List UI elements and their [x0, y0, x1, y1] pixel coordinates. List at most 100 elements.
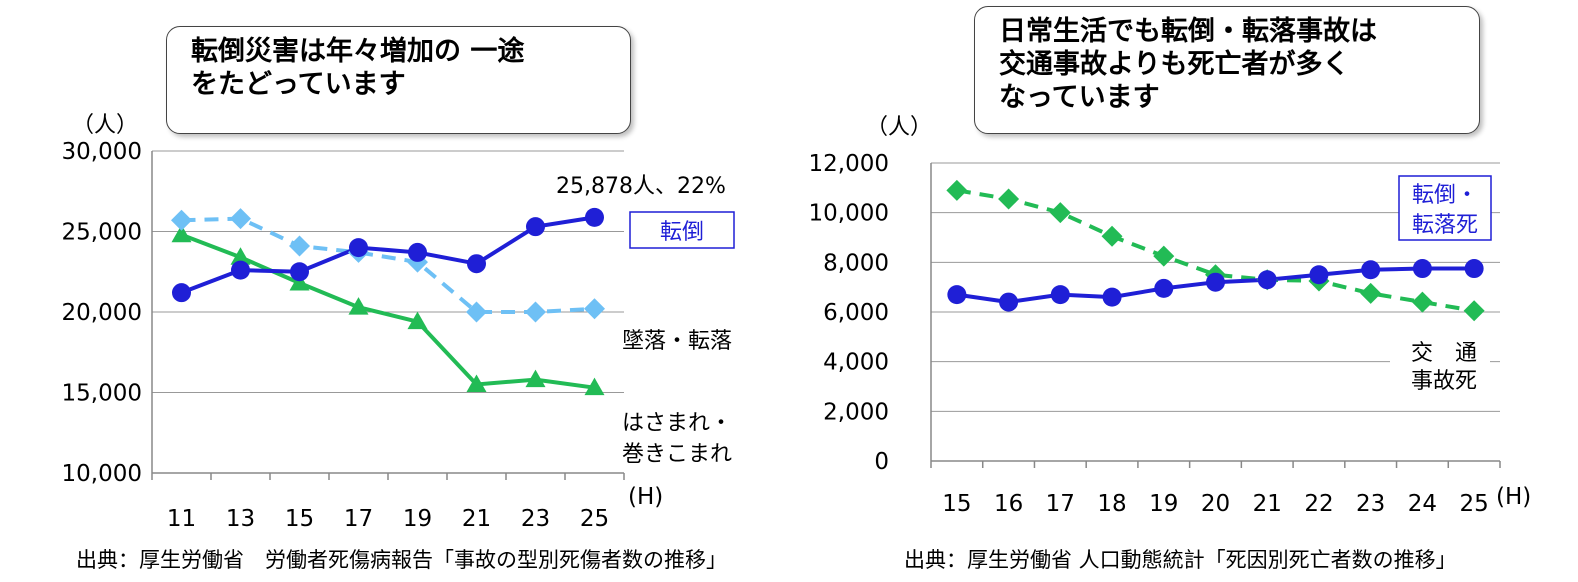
right-y-tick-label: 12,000: [809, 151, 889, 177]
right-data-point: [947, 285, 967, 305]
right-data-point: [1206, 272, 1225, 292]
right-x-tick-label: 17: [1046, 491, 1075, 517]
left-y-tick-label: 20,000: [62, 300, 142, 326]
right-data-point: [1412, 259, 1432, 279]
right-data-point: [1101, 225, 1123, 247]
left-data-point: [172, 283, 191, 303]
left-data-point: [171, 224, 192, 243]
left-series-line: [180, 215, 595, 295]
left-x-tick-label: 13: [226, 506, 255, 532]
right-legend-fall-label-line-2: 転落死: [1412, 213, 1478, 238]
left-x-tick-label: 15: [285, 506, 314, 532]
left-annotation-label: 25,878人、22%: [556, 174, 726, 199]
right-x-tick-label: 22: [1304, 491, 1333, 517]
right-data-point: [1257, 270, 1277, 290]
right-data-point: [946, 179, 968, 201]
left-legend-caught-label-line-1: はさまれ・: [622, 411, 732, 436]
right-x-tick-label: 24: [1408, 491, 1437, 517]
right-data-point: [1049, 202, 1071, 224]
right-data-point: [1309, 265, 1329, 285]
left-source-note: 出典：厚生労働省 労働者死傷病報告「事故の型別死傷者数の推移」: [76, 548, 727, 572]
left-data-point: [407, 311, 428, 330]
right-data-point: [999, 292, 1019, 312]
right-y-tick-label: 6,000: [823, 300, 889, 326]
right-legend-traffic-label-line-1: 交 通: [1411, 341, 1477, 366]
left-x-tick-label: 21: [462, 506, 491, 532]
left-y-tick-label: 15,000: [62, 381, 142, 407]
right-x-tick-label: 25: [1459, 491, 1488, 517]
right-y-tick-label: 2,000: [823, 399, 889, 425]
left-data-point: [467, 254, 486, 274]
left-x-tick-label: 17: [344, 506, 373, 532]
right-x-tick-label: 23: [1356, 491, 1385, 517]
right-x-tick-label: 16: [994, 491, 1023, 517]
right-headline-line-1: 日常生活でも転倒・転落事故は: [999, 16, 1377, 47]
right-data-point: [998, 188, 1020, 210]
right-x-unit-label: (H): [1496, 484, 1531, 510]
left-legend-fall-box: [629, 211, 735, 249]
left-x-tick-label: 19: [403, 506, 432, 532]
right-x-tick-label: 21: [1253, 491, 1282, 517]
right-data-point: [1360, 282, 1382, 304]
left-data-point: [525, 301, 546, 323]
left-data-point: [348, 297, 369, 315]
right-headline-line-3: なっています: [999, 82, 1160, 113]
right-x-tick-label: 18: [1097, 491, 1126, 517]
left-headline-line-1: 転倒災害は年々増加の 一途: [191, 36, 525, 67]
right-series-line: [956, 188, 1475, 313]
left-y-tick-label: 10,000: [62, 461, 142, 487]
right-data-point: [1102, 287, 1122, 307]
left-y-tick-label: 30,000: [62, 139, 142, 165]
left-x-tick-label: 25: [580, 506, 609, 532]
right-headline-line-2: 交通事故よりも死亡者が多く: [999, 49, 1350, 80]
right-legend-fall-label-line-1: 転倒・: [1412, 183, 1478, 208]
right-y-tick-label: 4,000: [823, 350, 889, 376]
left-data-point: [584, 377, 605, 396]
right-data-point: [1153, 245, 1175, 267]
left-data-point: [585, 207, 604, 227]
left-series-line: [180, 232, 595, 390]
left-x-tick-label: 23: [521, 506, 550, 532]
right-data-point: [1361, 260, 1381, 280]
right-y-tick-label: 0: [874, 449, 889, 475]
right-data-point: [1154, 278, 1174, 298]
left-headline-line-2: をたどっています: [191, 69, 406, 100]
left-data-point: [466, 301, 487, 323]
right-source-note: 出典：厚生労働省 人口動態統計「死因別死亡者数の推移」: [904, 548, 1457, 572]
left-legend-fall-label: 転倒: [660, 220, 704, 245]
right-y-tick-label: 8,000: [823, 250, 889, 276]
left-x-tick-label: 11: [167, 506, 196, 532]
left-legend-caught-label-line-2: 巻きこまれ: [622, 442, 732, 467]
right-data-point: [1411, 291, 1433, 313]
right-legend-fall-box: [1398, 175, 1492, 241]
right-x-tick-label: 20: [1201, 491, 1230, 517]
right-y-tick-label: 10,000: [809, 201, 889, 227]
right-x-tick-label: 15: [942, 491, 971, 517]
left-data-point: [290, 262, 309, 282]
left-y-tick-label: 25,000: [62, 220, 142, 246]
left-data-point: [231, 260, 250, 280]
left-data-point: [289, 273, 310, 291]
right-x-tick-label: 19: [1149, 491, 1178, 517]
left-data-point: [349, 238, 368, 258]
left-data-point: [230, 247, 251, 265]
right-legend-traffic-label-line-2: 事故死: [1411, 369, 1477, 394]
left-legend-fall-height-label: 墜落・転落: [622, 329, 732, 354]
right-data-point: [1050, 285, 1070, 305]
left-y-unit-label: （人）: [72, 113, 138, 138]
left-data-point: [230, 208, 251, 230]
left-data-point: [525, 369, 546, 388]
left-headline-callout: 転倒災害は年々増加の 一途 をたどっています: [166, 26, 631, 134]
right-data-point: [1464, 259, 1484, 279]
left-data-point: [171, 209, 192, 231]
left-data-point: [466, 374, 487, 392]
right-y-unit-label: （人）: [866, 115, 932, 140]
left-x-unit-label: (H): [628, 484, 663, 510]
right-headline-callout: 日常生活でも転倒・転落事故は 交通事故よりも死亡者が多く なっています: [974, 6, 1480, 134]
right-data-point: [1463, 300, 1485, 322]
left-data-point: [584, 298, 605, 320]
left-data-point: [526, 217, 545, 237]
left-data-point: [408, 242, 427, 262]
right-legend-traffic-bg: [1390, 335, 1490, 391]
